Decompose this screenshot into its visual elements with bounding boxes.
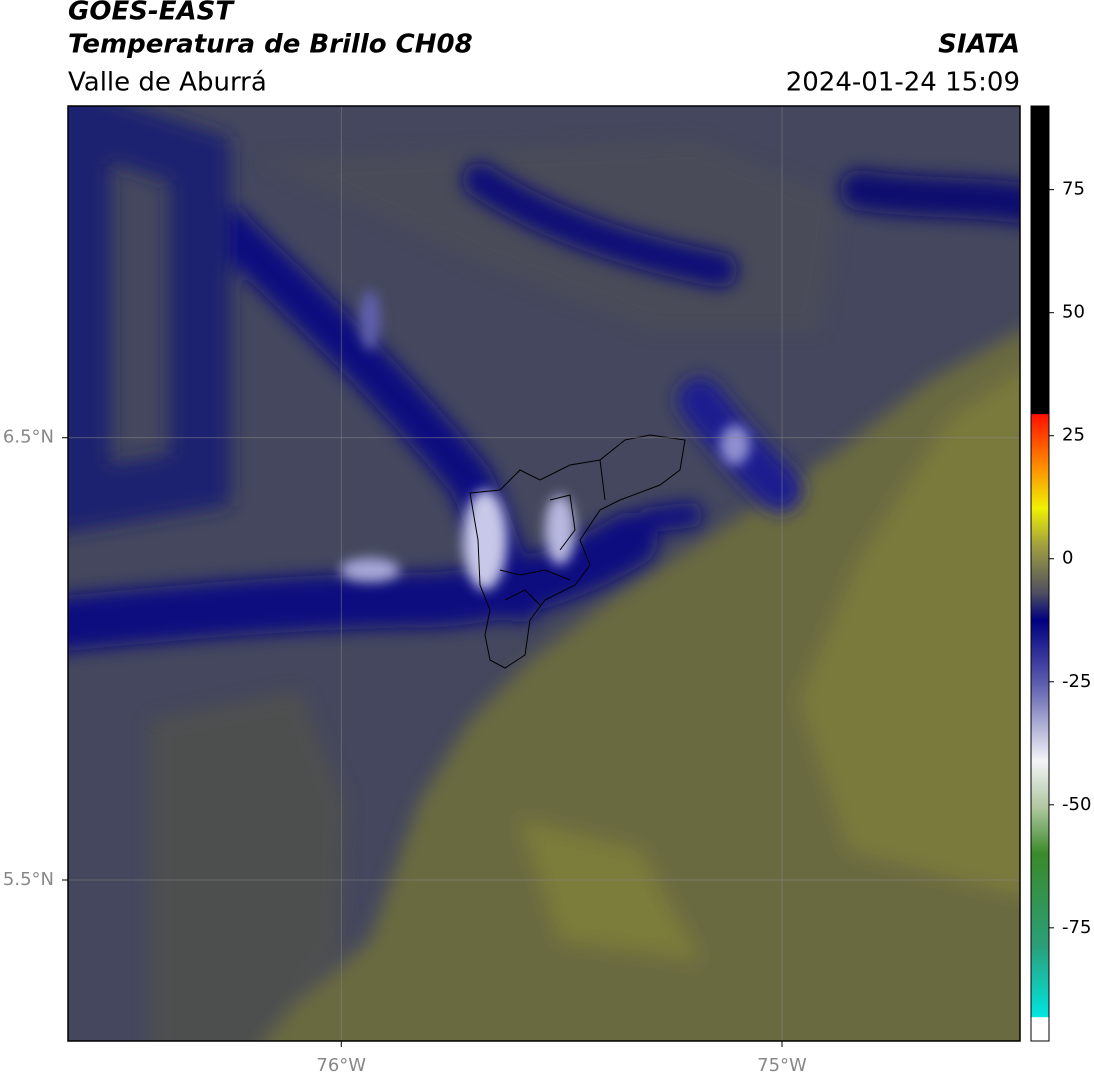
y-tick-label: 6.5°N [3, 427, 54, 448]
colorbar-tick-label: -75 [1062, 917, 1091, 938]
y-tick-label: 5.5°N [3, 869, 54, 890]
x-tick-label: 76°W [316, 1055, 366, 1076]
map-image [68, 106, 1020, 1041]
colorbar-tick-label: -25 [1062, 671, 1091, 692]
colorbar-tick-label: 75 [1062, 179, 1085, 200]
axes: 76°W 75°W 6.5°N 5.5°N 75 50 25 0 -25 -50 -75 [3, 179, 1092, 1076]
colorbar-tick-label: -50 [1062, 794, 1091, 815]
subtitle: Temperatura de Brillo CH08 [68, 30, 473, 60]
municipality-borders [469, 434, 686, 669]
title: GOES-EAST [68, 0, 235, 27]
source: SIATA [938, 30, 1020, 60]
map-frame [67, 105, 1021, 1042]
grid [68, 106, 1020, 1041]
colorbar-tick-label: 25 [1062, 425, 1085, 446]
colorbar-tick-label: 50 [1062, 302, 1085, 323]
colorbar [1030, 105, 1050, 1042]
timestamp: 2024-01-24 15:09 [786, 68, 1020, 98]
region: Valle de Aburrá [68, 68, 267, 98]
colorbar-tick-label: 0 [1062, 548, 1073, 569]
x-tick-label: 75°W [757, 1055, 807, 1076]
